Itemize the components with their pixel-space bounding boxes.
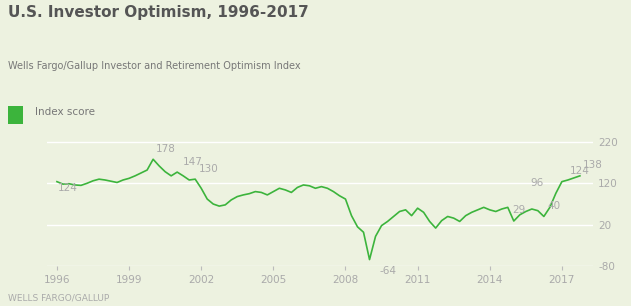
Text: Index score: Index score bbox=[35, 107, 95, 117]
Text: 96: 96 bbox=[531, 178, 544, 188]
Text: 40: 40 bbox=[548, 201, 561, 211]
Text: 138: 138 bbox=[582, 160, 603, 170]
Text: 147: 147 bbox=[182, 157, 202, 166]
Text: 124: 124 bbox=[569, 166, 589, 176]
Text: 178: 178 bbox=[156, 144, 176, 154]
Text: 130: 130 bbox=[199, 164, 219, 174]
Text: 29: 29 bbox=[512, 205, 525, 215]
Text: WELLS FARGO/GALLUP: WELLS FARGO/GALLUP bbox=[8, 294, 109, 303]
Text: 124: 124 bbox=[58, 183, 78, 193]
Text: Wells Fargo/Gallup Investor and Retirement Optimism Index: Wells Fargo/Gallup Investor and Retireme… bbox=[8, 61, 300, 71]
Text: -64: -64 bbox=[379, 266, 396, 276]
Text: U.S. Investor Optimism, 1996-2017: U.S. Investor Optimism, 1996-2017 bbox=[8, 5, 309, 20]
